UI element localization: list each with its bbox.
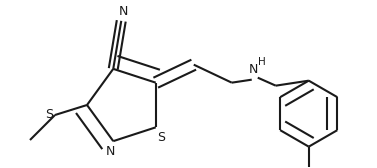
Text: N: N [119, 5, 128, 18]
Text: N: N [249, 63, 258, 76]
Text: S: S [45, 109, 53, 121]
Text: H: H [258, 57, 266, 67]
Text: S: S [157, 131, 165, 144]
Text: N: N [106, 145, 115, 158]
